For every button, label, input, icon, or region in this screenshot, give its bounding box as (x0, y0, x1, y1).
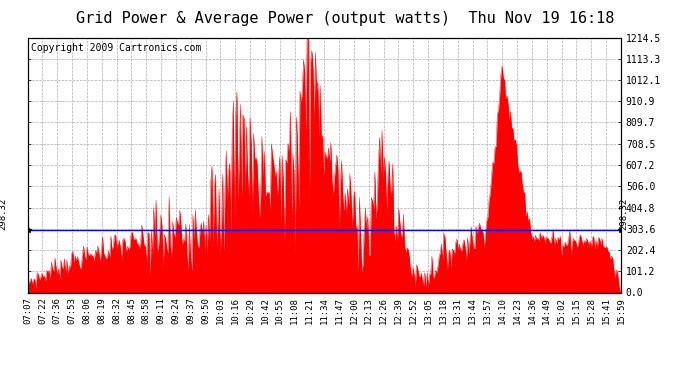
Text: 298.32: 298.32 (620, 198, 629, 230)
Text: 298.32: 298.32 (0, 198, 7, 230)
Text: Copyright 2009 Cartronics.com: Copyright 2009 Cartronics.com (30, 43, 201, 52)
Text: Grid Power & Average Power (output watts)  Thu Nov 19 16:18: Grid Power & Average Power (output watts… (76, 11, 614, 26)
